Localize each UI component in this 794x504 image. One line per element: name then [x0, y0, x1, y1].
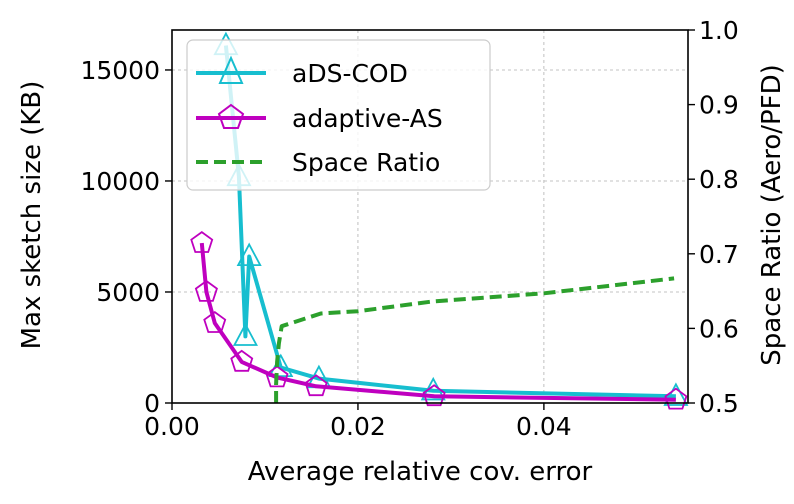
data-point-adaptive-as [664, 387, 688, 410]
x-tick-label: 0.04 [516, 412, 572, 441]
data-point-adaptive-as [230, 349, 254, 372]
y-tick-label: 5000 [96, 278, 160, 307]
plot-frame [171, 29, 689, 404]
legend: aDS-COD adaptive-AS Space Ratio [186, 39, 491, 191]
legend-label-space-ratio: Space Ratio [292, 148, 440, 177]
x-tick-label: 0.02 [330, 412, 386, 441]
legend-marker-pentagon [217, 103, 245, 129]
data-point-adaptive-as [194, 279, 218, 302]
data-point-adaptive-as [203, 310, 227, 333]
legend-item-space-ratio: Space Ratio [196, 148, 440, 177]
series-line-ads-cod [223, 45, 676, 399]
series-layer [190, 31, 689, 410]
y2-tick-label: 0.6 [699, 314, 739, 343]
data-point-adaptive-as [304, 374, 328, 397]
legend-label-adaptive-as: adaptive-AS [292, 104, 443, 133]
data-point-adaptive-as [265, 365, 289, 388]
data-point-ads-cod [232, 322, 258, 346]
series-line-adaptive-as [199, 242, 676, 402]
y-tick-label: 0 [144, 389, 160, 418]
y2-axis-label: Space Ratio (Aero/PFD) [757, 64, 787, 366]
x-tick-label: 0.00 [144, 412, 200, 441]
y2-tick-label: 0.7 [699, 240, 739, 269]
y2-tick-label: 0.5 [699, 389, 739, 418]
legend-marker-triangle [218, 55, 244, 84]
y2-tick-label: 0.8 [699, 165, 739, 194]
data-point-ads-cod [236, 242, 262, 267]
data-point-ads-cod [663, 382, 689, 406]
series-line-space-ratio [274, 276, 675, 403]
axis-ticks: 0.00 0.02 0.04 0 5000 10000 15000 0.5 0.6 0.7 0.8 0… [80, 16, 738, 441]
legend-item-adaptive-as: adaptive-AS [196, 103, 443, 133]
legend-box [186, 39, 491, 191]
y-tick-label: 10000 [80, 167, 160, 196]
data-point-adaptive-as [190, 230, 214, 253]
data-point-adaptive-as [422, 384, 446, 407]
x-axis-label: Average relative cov. error [248, 457, 593, 487]
legend-label-ads-cod: aDS-COD [292, 59, 408, 88]
y-axis-label: Max sketch size (KB) [17, 81, 47, 350]
legend-item-ads-cod: aDS-COD [196, 55, 408, 88]
y2-tick-label: 0.9 [699, 91, 739, 120]
y-tick-label: 15000 [80, 56, 160, 85]
y2-tick-label: 1.0 [699, 16, 739, 45]
